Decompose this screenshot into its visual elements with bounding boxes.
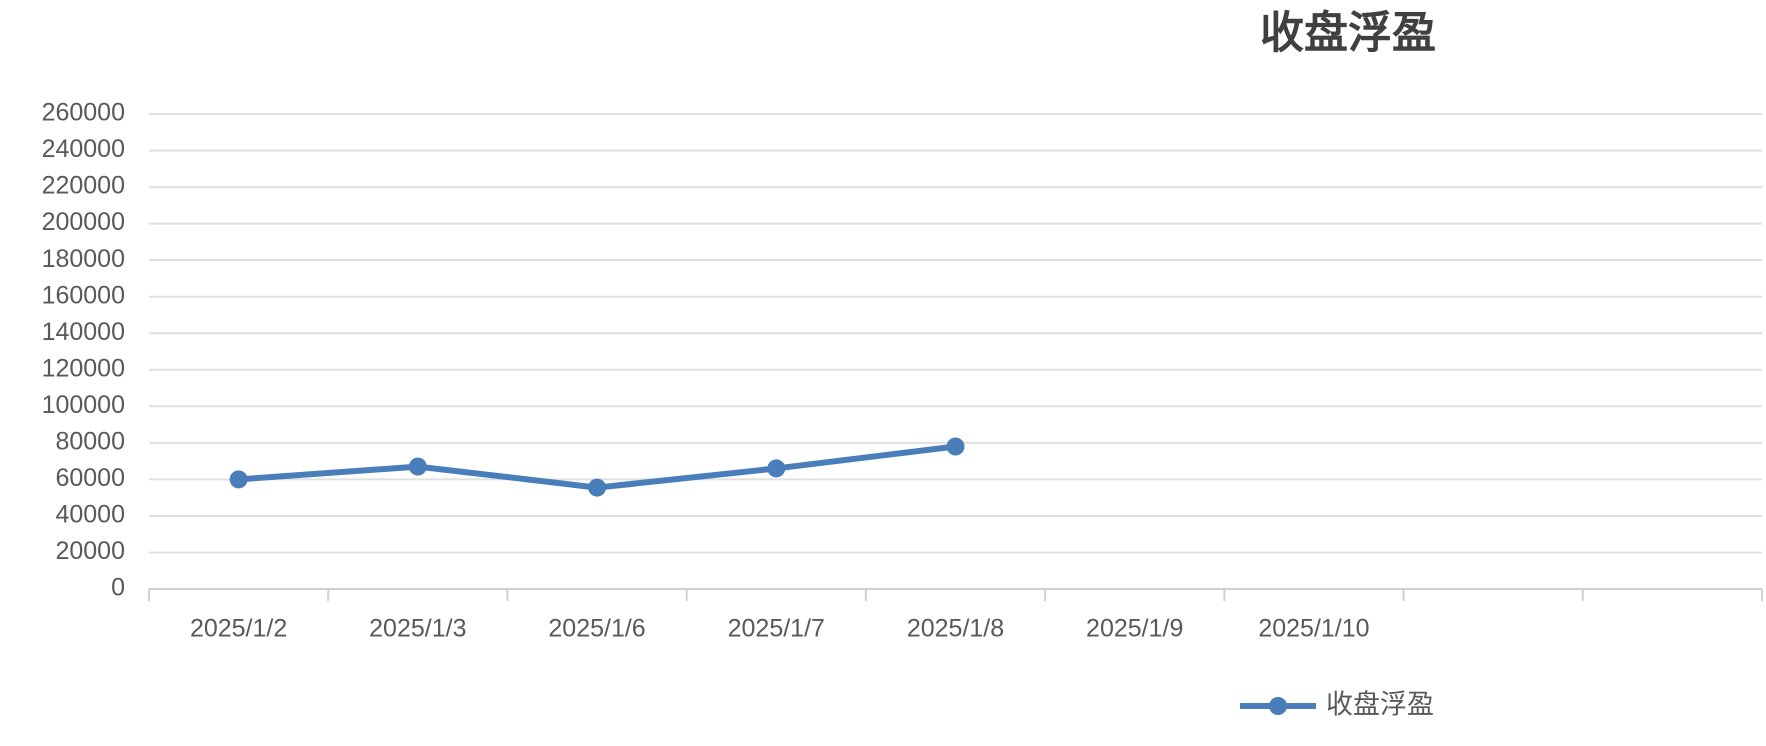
y-tick-label: 160000 xyxy=(42,281,125,309)
y-tick-label: 40000 xyxy=(55,501,125,529)
y-tick-label: 80000 xyxy=(55,427,125,455)
y-tick-label: 140000 xyxy=(42,318,125,346)
x-tick-label: 2025/1/6 xyxy=(548,615,645,643)
point xyxy=(946,437,965,456)
y-tick-label: 180000 xyxy=(42,245,125,273)
point xyxy=(408,457,427,476)
y-tick-label: 220000 xyxy=(42,172,125,200)
y-tick-label: 100000 xyxy=(42,391,125,419)
chart-title: 收盘浮盈 xyxy=(1260,8,1436,59)
x-tick-label: 2025/1/8 xyxy=(907,615,1004,643)
y-tick-label: 260000 xyxy=(42,99,125,127)
x-tick-label: 2025/1/7 xyxy=(728,615,825,643)
legend-marker xyxy=(1269,697,1287,715)
y-tick-label: 60000 xyxy=(55,464,125,492)
point xyxy=(229,470,248,489)
x-tick-label: 2025/1/10 xyxy=(1258,615,1369,643)
y-tick-label: 200000 xyxy=(42,208,125,236)
x-tick-label: 2025/1/3 xyxy=(369,615,466,643)
x-tick-label: 2025/1/2 xyxy=(190,615,287,643)
point xyxy=(588,478,607,497)
y-tick-label: 240000 xyxy=(42,135,125,163)
y-tick-label: 0 xyxy=(111,574,125,602)
legend-label: 收盘浮盈 xyxy=(1326,690,1434,721)
y-tick-label: 20000 xyxy=(55,537,125,565)
y-tick-label: 120000 xyxy=(42,354,125,382)
point xyxy=(767,459,786,478)
x-tick-label: 2025/1/9 xyxy=(1086,615,1183,643)
